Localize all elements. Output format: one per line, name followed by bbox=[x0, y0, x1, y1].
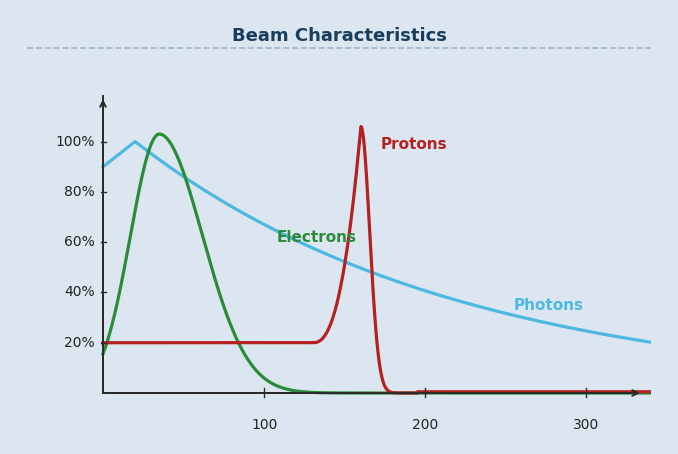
Text: Electrons: Electrons bbox=[277, 230, 357, 245]
Text: 20%: 20% bbox=[64, 336, 95, 350]
Text: 100%: 100% bbox=[56, 134, 95, 148]
Text: 300: 300 bbox=[574, 418, 599, 432]
Text: 40%: 40% bbox=[64, 286, 95, 300]
Text: Photons: Photons bbox=[514, 298, 584, 313]
Text: 200: 200 bbox=[412, 418, 439, 432]
Text: Beam Characteristics: Beam Characteristics bbox=[232, 27, 446, 45]
Text: Protons: Protons bbox=[380, 137, 447, 152]
Text: 80%: 80% bbox=[64, 185, 95, 199]
Text: 60%: 60% bbox=[64, 235, 95, 249]
Text: 100: 100 bbox=[251, 418, 277, 432]
